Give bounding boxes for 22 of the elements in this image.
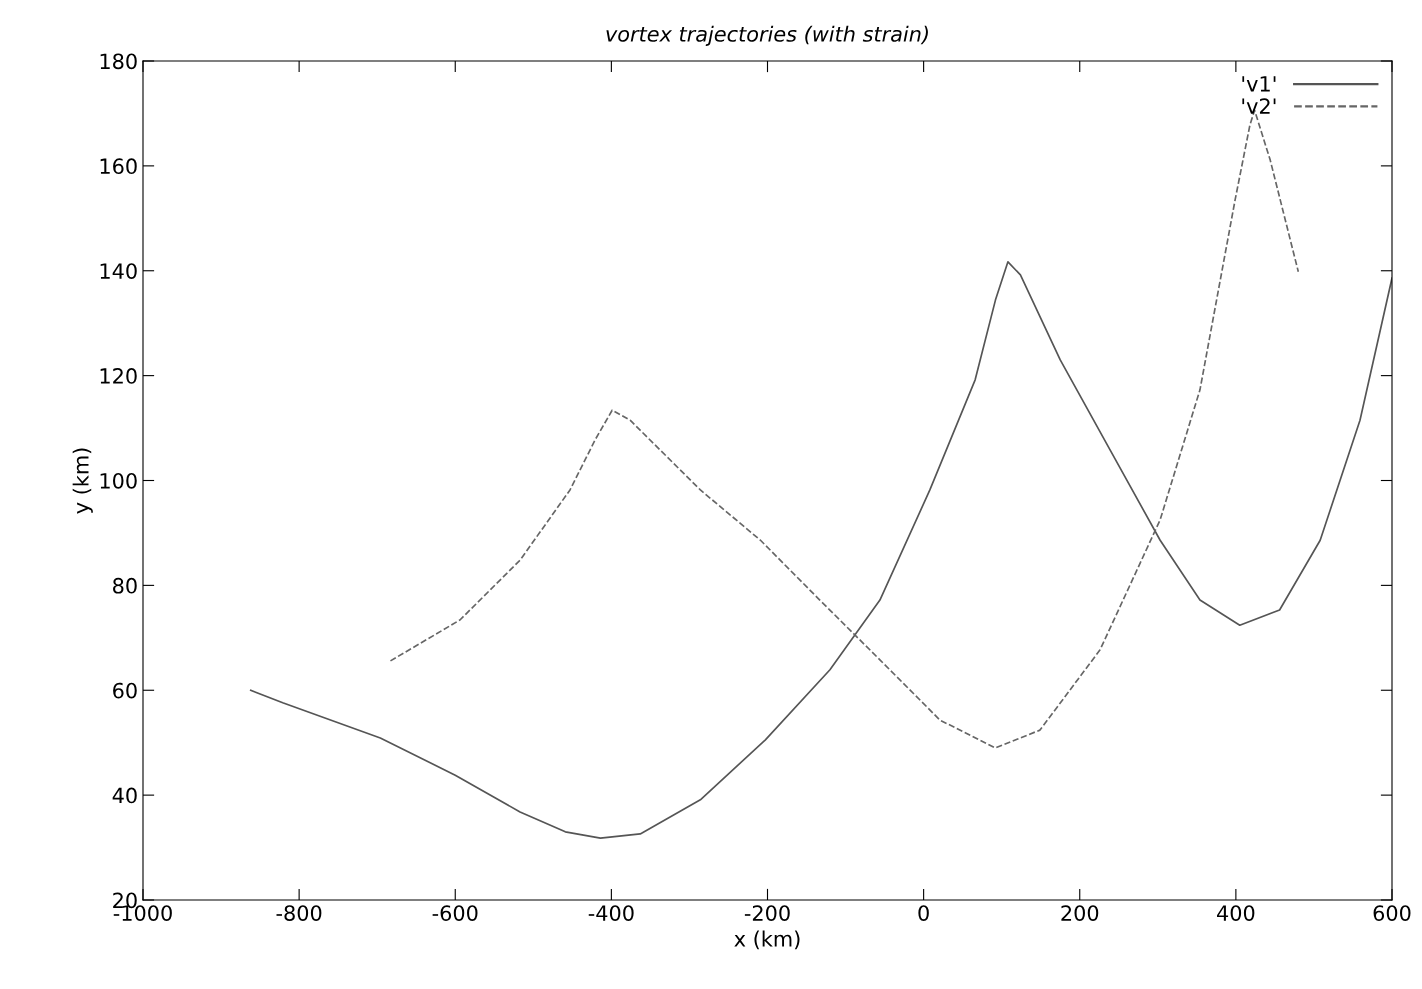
x-tick-label: 200 bbox=[1061, 905, 1099, 921]
y-tick-label: 180 bbox=[100, 53, 137, 70]
y-axis-title: y (km) bbox=[72, 448, 93, 514]
y-tick-label: 40 bbox=[112, 787, 137, 804]
x-tick-label: -600 bbox=[432, 905, 478, 921]
x-tick-label: 400 bbox=[1217, 905, 1255, 921]
x-axis-title: x (km) bbox=[734, 930, 800, 950]
x-tick-label: 600 bbox=[1373, 905, 1411, 921]
x-tick-label: -200 bbox=[744, 905, 790, 921]
chart-title: vortex trajectories (with strain) bbox=[606, 25, 928, 46]
legend-label: 'v1' bbox=[1242, 76, 1276, 92]
x-tick-label: -400 bbox=[588, 905, 634, 921]
y-tick-label: 60 bbox=[113, 682, 137, 699]
line-series bbox=[249, 261, 1392, 839]
y-tick-label: 120 bbox=[100, 368, 137, 384]
y-tick-label: 160 bbox=[100, 158, 137, 175]
y-tick-label: 140 bbox=[100, 263, 137, 279]
y-tick-label: 80 bbox=[113, 577, 137, 594]
y-tick-label: 100 bbox=[100, 472, 137, 489]
legend-label: 'v2' bbox=[1242, 98, 1276, 114]
x-tick-label: 0 bbox=[918, 905, 929, 921]
x-tick-label: -800 bbox=[276, 905, 322, 921]
